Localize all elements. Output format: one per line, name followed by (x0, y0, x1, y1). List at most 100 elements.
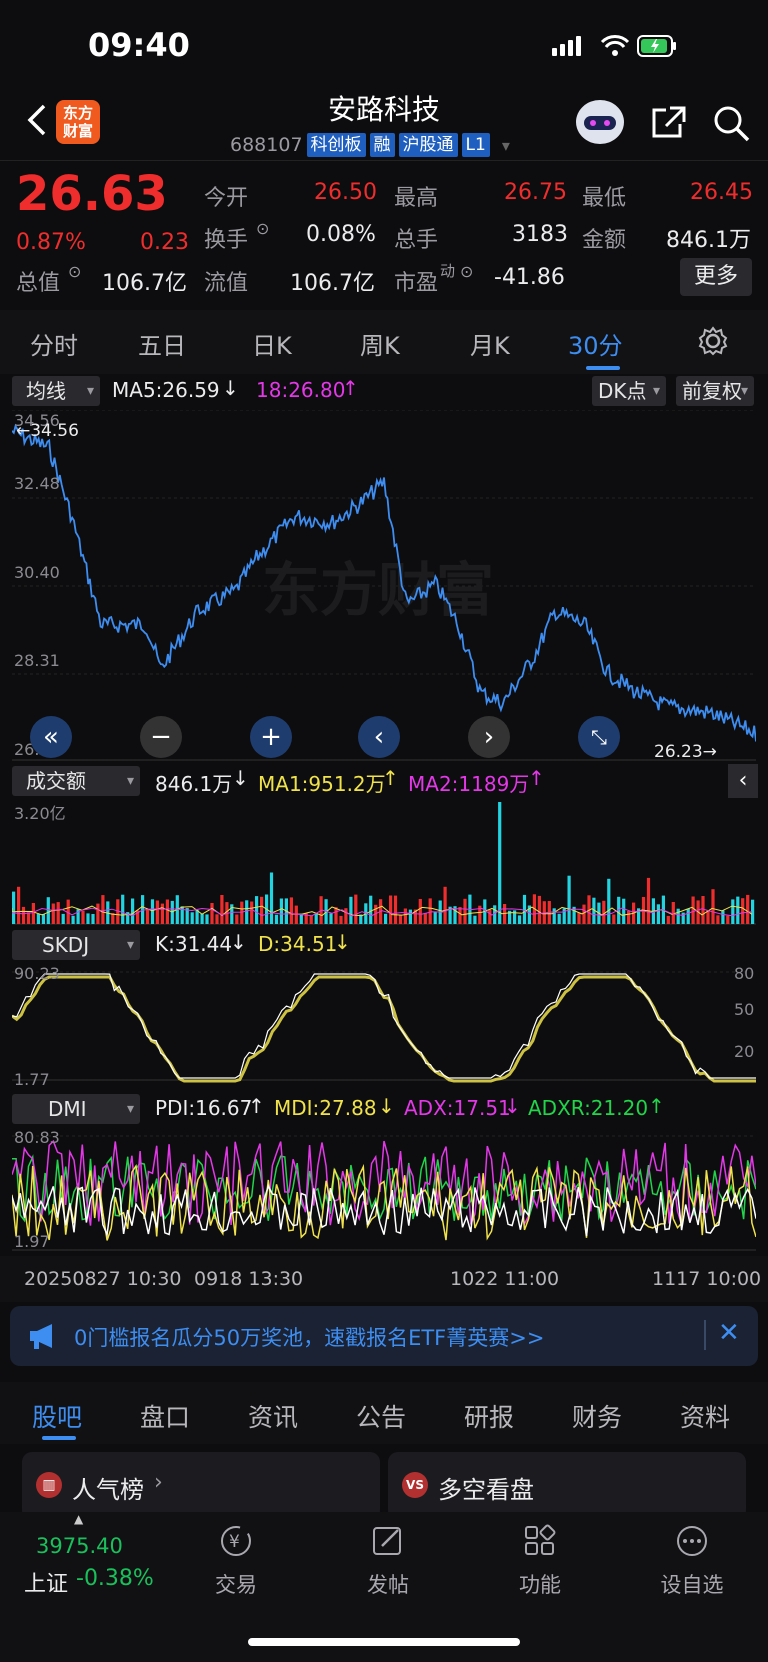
tag-star-market: 科创板 (306, 133, 366, 157)
tab-weekly[interactable]: 周K (360, 332, 400, 360)
zoom-out-button[interactable]: − (140, 716, 182, 758)
more-button[interactable]: 更多 (680, 258, 752, 296)
mktcap-label: 总值 (16, 271, 61, 296)
zoom-in-button[interactable]: + (250, 716, 292, 758)
volume-value: 3183 (512, 222, 568, 247)
arrow-up-icon: ↑ (382, 766, 399, 790)
edit-icon (373, 1527, 401, 1555)
fullscreen-button[interactable]: ⤡ (578, 716, 620, 758)
scroll-right-button[interactable]: › (468, 716, 510, 758)
skdj-y-bottom: 1.77 (14, 1070, 50, 1089)
y-tick-3: 30.40 (14, 563, 60, 582)
skdj-right-80: 80 (734, 964, 755, 983)
promo-banner[interactable]: 0门槛报名瓜分50万奖池，速戳报名ETF菁英赛>> ✕ (10, 1306, 758, 1366)
nav-add-watchlist-label: 设自选 (660, 1573, 724, 1597)
tab-intraday[interactable]: 分时 (30, 332, 78, 360)
tab-daily[interactable]: 日K (252, 332, 292, 360)
volume-label: 总手 (394, 228, 439, 253)
index-value[interactable]: 3975.40 (36, 1534, 123, 1558)
bull-bear-card[interactable]: VS 多空看盘 (388, 1452, 746, 1520)
ma-dropdown[interactable]: 均线 (12, 376, 100, 406)
volume-ma2-label: MA2:1189万 (408, 772, 530, 796)
arrow-down-icon: ↓ (230, 930, 247, 954)
max-marker: ←34.56 (16, 421, 79, 441)
tab-financials[interactable]: 财务 (572, 1403, 623, 1432)
wifi-icon (600, 35, 630, 48)
dmi-y-top: 80.83 (14, 1128, 60, 1147)
signal-icon (552, 36, 581, 56)
chevron-right-icon: › (154, 1470, 163, 1495)
popularity-card[interactable]: ▥ 人气榜 › (22, 1452, 380, 1520)
nav-functions[interactable]: 功能 (500, 1524, 580, 1599)
volume-dropdown[interactable]: 成交额 (12, 766, 140, 796)
scroll-left-button[interactable]: ‹ (358, 716, 400, 758)
skdj-k-label: K:31.44 (155, 932, 233, 956)
tag-margin: 融 (369, 133, 395, 157)
info-icon[interactable]: ⊙ (460, 262, 474, 281)
adjust-button[interactable]: 前复权 (676, 376, 754, 406)
robot-avatar[interactable] (574, 98, 626, 146)
mktcap-value: 106.7亿 (102, 271, 187, 296)
arrow-down-icon: ↓ (378, 1094, 395, 1118)
turnover-value: 0.08% (306, 222, 376, 247)
dmi-adxr-label: ADXR:21.20 (528, 1096, 649, 1120)
more-dots-icon (677, 1526, 707, 1556)
nav-trade-label: 交易 (215, 1573, 257, 1597)
dmi-dropdown[interactable]: DMI (12, 1094, 140, 1124)
dk-point-button[interactable]: DK点 (592, 376, 666, 406)
arrow-up-icon: ↑ (648, 1094, 665, 1118)
turnover-label: 换手 (204, 228, 249, 253)
index-name: 上证 (24, 1572, 69, 1597)
status-time: 09:40 (88, 26, 190, 64)
high-label: 最高 (394, 186, 439, 211)
info-icon[interactable]: ⊙ (256, 219, 270, 238)
price-chart[interactable]: 东方财富 (12, 410, 756, 762)
scroll-start-button[interactable]: « (30, 716, 72, 758)
nav-post[interactable]: 发帖 (348, 1524, 428, 1599)
tab-research[interactable]: 研报 (464, 1403, 515, 1432)
tab-news[interactable]: 资讯 (248, 1403, 299, 1432)
watermark-text: 东方财富 (262, 556, 494, 624)
arrow-up-icon: ↑ (528, 766, 545, 790)
nav-functions-label: 功能 (519, 1573, 561, 1597)
active-tab-indicator (42, 1436, 76, 1440)
arrow-down-icon: ↓ (504, 1094, 521, 1118)
change-percent: 0.87% (16, 230, 86, 255)
tab-five-day[interactable]: 五日 (138, 332, 186, 360)
skdj-right-50: 50 (734, 1000, 755, 1019)
skdj-dropdown[interactable]: SKDJ (12, 930, 140, 960)
pe-value: -41.86 (494, 265, 565, 290)
vs-icon: VS (402, 1472, 428, 1498)
time-tick-1: 20250827 10:30 (24, 1268, 182, 1290)
collapse-panel-button[interactable]: ‹ (728, 764, 758, 798)
close-icon[interactable]: ✕ (718, 1318, 740, 1348)
tag-level: L1 (461, 133, 490, 157)
logo-text: 东方 财富 (62, 104, 93, 140)
open-value: 26.50 (314, 180, 377, 205)
tab-monthly[interactable]: 月K (470, 332, 510, 360)
battery-icon (637, 35, 676, 57)
y-tick-2: 32.48 (14, 474, 60, 493)
back-button[interactable] (22, 100, 52, 140)
info-icon[interactable]: ⊙ (68, 262, 82, 281)
tab-order-book[interactable]: 盘口 (140, 1403, 191, 1432)
megaphone-icon (30, 1324, 52, 1349)
time-tick-3: 1022 11:00 (450, 1268, 560, 1290)
change-amount: 0.23 (140, 230, 189, 255)
time-tick-2: 0918 13:30 (194, 1268, 304, 1290)
tag-connect: 沪股通 (398, 133, 458, 157)
open-label: 今开 (204, 186, 249, 211)
share-icon[interactable] (650, 104, 688, 140)
tab-forum[interactable]: 股吧 (32, 1403, 83, 1432)
nav-add-watchlist[interactable]: 设自选 (652, 1524, 732, 1599)
stock-code: 688107 (230, 134, 303, 156)
caret-up-icon: ▲ (74, 1512, 84, 1526)
search-icon[interactable] (712, 104, 752, 144)
bull-bear-label: 多空看盘 (438, 1476, 534, 1504)
gear-icon[interactable] (698, 326, 728, 356)
tab-30min[interactable]: 30分 (568, 332, 623, 360)
caret-down-icon[interactable]: ▾ (501, 135, 510, 155)
tab-profile[interactable]: 资料 (680, 1403, 731, 1432)
tab-announcements[interactable]: 公告 (356, 1403, 407, 1432)
nav-trade[interactable]: ¥ 交易 (196, 1524, 276, 1599)
